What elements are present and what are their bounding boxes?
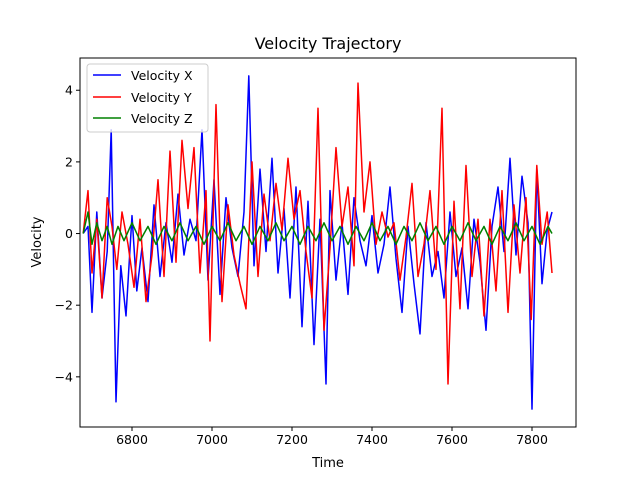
x-tick-label: 7400 bbox=[356, 432, 388, 447]
x-axis-ticks: 6800 7000 7200 7400 7600 7800 bbox=[116, 427, 548, 447]
legend-box bbox=[86, 63, 209, 133]
x-tick-label: 7600 bbox=[436, 432, 468, 447]
x-axis-label: Time bbox=[311, 456, 344, 471]
y-tick-label: −4 bbox=[55, 369, 73, 384]
series-line-velocity-y bbox=[82, 82, 553, 385]
legend-label-velocity-x: Velocity X bbox=[131, 68, 193, 83]
y-axis-ticks: −4 −2 0 2 4 bbox=[55, 83, 80, 384]
y-tick-label: 4 bbox=[65, 83, 73, 98]
y-tick-label: 2 bbox=[65, 154, 73, 169]
legend: Velocity X Velocity Y Velocity Z bbox=[86, 63, 209, 133]
legend-label-velocity-y: Velocity Y bbox=[131, 90, 192, 105]
x-tick-label: 6800 bbox=[116, 432, 148, 447]
x-tick-label: 7200 bbox=[276, 432, 308, 447]
chart-title: Velocity Trajectory bbox=[255, 34, 402, 53]
legend-label-velocity-z: Velocity Z bbox=[131, 111, 193, 126]
x-tick-label: 7000 bbox=[196, 432, 228, 447]
y-tick-label: 0 bbox=[65, 226, 73, 241]
y-tick-label: −2 bbox=[55, 298, 73, 313]
series-line-velocity-z bbox=[82, 211, 553, 246]
series-layer bbox=[82, 75, 553, 410]
x-tick-label: 7800 bbox=[516, 432, 548, 447]
y-axis-label: Velocity bbox=[30, 216, 45, 267]
plot-frame bbox=[79, 57, 577, 428]
